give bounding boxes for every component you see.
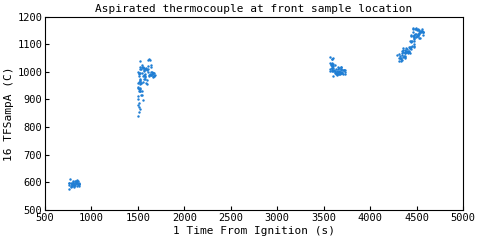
Y-axis label: 16 TFSampA (C): 16 TFSampA (C) bbox=[4, 66, 14, 161]
X-axis label: 1 Time From Ignition (s): 1 Time From Ignition (s) bbox=[173, 226, 335, 235]
Title: Aspirated thermocouple at front sample location: Aspirated thermocouple at front sample l… bbox=[96, 5, 413, 14]
